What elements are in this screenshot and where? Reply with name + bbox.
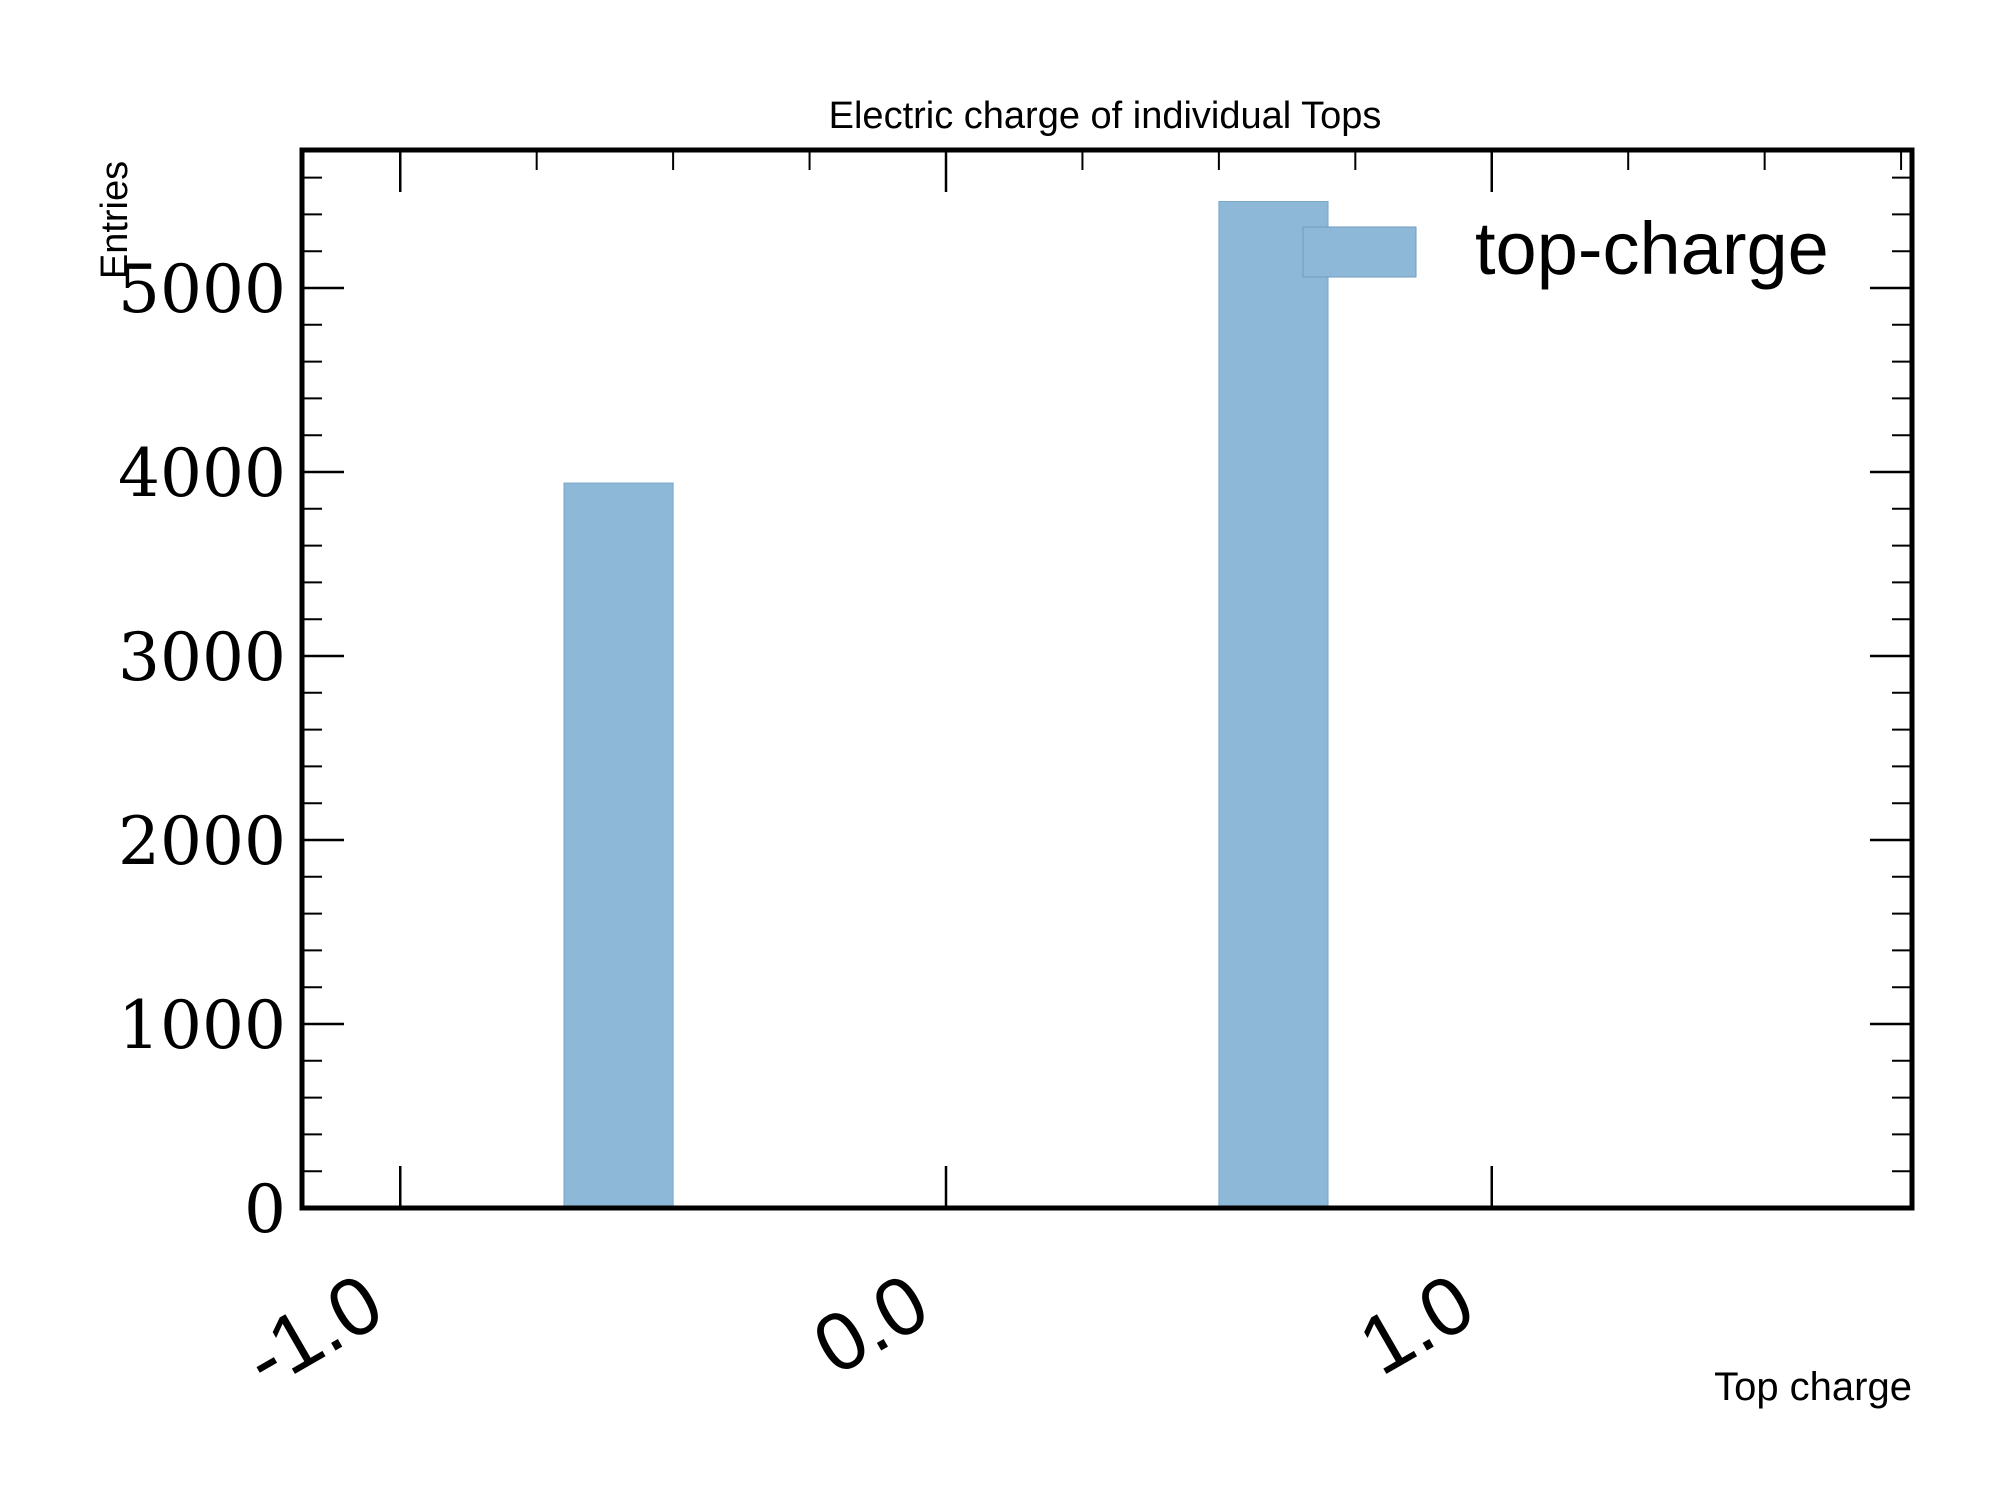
histogram-bar-0 xyxy=(563,482,674,1209)
chart-title: Electric charge of individual Tops xyxy=(829,95,1382,137)
bars-layer xyxy=(563,201,1329,1209)
plot-frame xyxy=(299,147,1915,1211)
legend: top-charge xyxy=(1302,207,1829,290)
y-tick-label: 0 xyxy=(244,1171,286,1248)
y-tick-label: 5000 xyxy=(118,251,286,328)
x-tick-label: 0.0 xyxy=(799,1257,943,1393)
histogram-bar-1 xyxy=(1218,201,1329,1209)
y-axis-label: Entries xyxy=(94,161,136,279)
legend-label: top-charge xyxy=(1475,207,1829,290)
ticks-layer xyxy=(302,150,1912,1210)
x-axis-label: Top charge xyxy=(1714,1365,1912,1409)
y-tick-label: 4000 xyxy=(118,435,286,512)
y-tick-label: 2000 xyxy=(118,803,286,880)
y-tick-label: 1000 xyxy=(118,987,286,1064)
x-tick-label: 1.0 xyxy=(1345,1257,1489,1393)
y-tick-label: 3000 xyxy=(118,619,286,696)
legend-swatch xyxy=(1302,226,1417,278)
x-tick-label: -1.0 xyxy=(229,1257,397,1406)
